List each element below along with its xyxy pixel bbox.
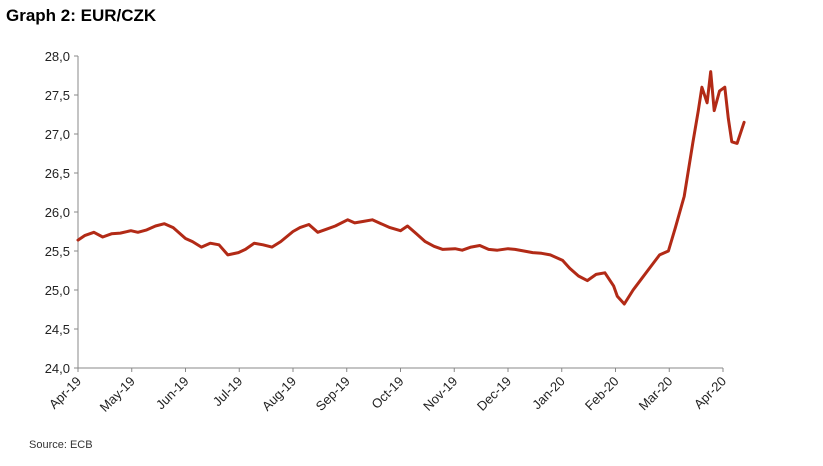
x-tick-label: Sep-19 [313, 374, 353, 414]
x-tick-label: Mar-20 [636, 374, 676, 414]
y-tick-label: 24,5 [45, 322, 70, 337]
y-tick-label: 26,5 [45, 166, 70, 181]
x-tick-label: Nov-19 [420, 374, 460, 414]
chart-title: Graph 2: EUR/CZK [6, 6, 157, 25]
x-tick-label: Jun-19 [153, 374, 192, 413]
x-tick-label: Aug-19 [259, 374, 299, 414]
axes [77, 56, 723, 369]
x-tick-label: Oct-19 [368, 374, 406, 412]
y-tick-label: 25,0 [45, 283, 70, 298]
y-tick-label: 28,0 [45, 49, 70, 64]
y-axis-ticks: 24,0 24,5 25,0 25,5 26,0 26,5 27,0 27,5 28,0 [45, 49, 78, 376]
x-tick-label: Jan-20 [529, 374, 568, 413]
x-tick-label: Dec-19 [474, 374, 514, 414]
y-tick-label: 25,5 [45, 244, 70, 259]
x-tick-label: May-19 [97, 374, 138, 415]
x-tick-label: Apr-19 [46, 374, 84, 412]
x-tick-label: Jul-19 [210, 374, 246, 410]
x-tick-label: Feb-20 [582, 374, 622, 414]
y-tick-label: 24,0 [45, 361, 70, 376]
y-tick-label: 27,0 [45, 127, 70, 142]
x-axis-ticks: Apr-19 May-19 Jun-19 Jul-19 Aug-19 Sep-19 Oct-… [46, 368, 729, 415]
x-tick-label: Apr-20 [691, 374, 729, 412]
y-tick-label: 27,5 [45, 88, 70, 103]
source-note: Source: ECB [29, 439, 93, 451]
y-tick-label: 26,0 [45, 205, 70, 220]
series-line [76, 70, 746, 306]
